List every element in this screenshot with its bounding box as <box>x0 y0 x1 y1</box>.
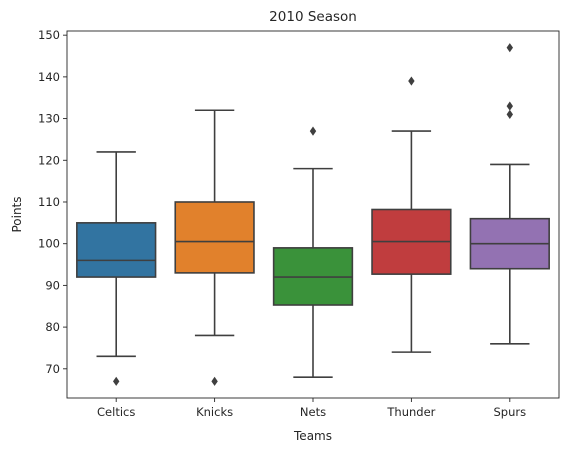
box-series-group <box>76 43 550 386</box>
y-tick-label: 140 <box>38 70 60 84</box>
outlier-point <box>211 376 218 386</box>
box-celtics <box>76 151 157 386</box>
chart-title: 2010 Season <box>269 9 357 25</box>
x-tick-label: Thunder <box>386 405 435 419</box>
y-tick-label: 110 <box>38 195 60 209</box>
outlier-point <box>506 109 513 120</box>
iqr-box <box>174 201 255 274</box>
x-axis: Celtics Knicks Nets Thunder Spurs <box>97 398 526 419</box>
x-tick-label: Celtics <box>97 405 135 419</box>
x-tick-label: Nets <box>300 405 326 419</box>
outlier-point <box>408 76 415 86</box>
y-tick-label: 150 <box>38 28 60 42</box>
plot-frame <box>66 30 560 399</box>
box-thunder <box>371 76 452 353</box>
box-spurs <box>469 43 550 345</box>
y-tick-label: 90 <box>45 278 60 292</box>
box-nets <box>272 126 354 378</box>
y-axis: 70 80 90 100 110 120 130 140 150 <box>38 28 67 376</box>
outlier-point <box>506 101 513 111</box>
y-tick-label: 100 <box>38 237 60 251</box>
outlier-point <box>309 126 317 136</box>
y-axis-label: Points <box>10 196 24 232</box>
x-tick-label: Knicks <box>196 405 233 419</box>
iqr-box <box>76 222 157 278</box>
box-knicks <box>174 109 255 386</box>
y-tick-label: 70 <box>45 362 60 376</box>
x-axis-label: Teams <box>293 429 332 443</box>
outlier-point <box>113 376 120 386</box>
x-tick-label: Spurs <box>493 405 526 419</box>
outlier-point <box>506 43 513 53</box>
y-tick-label: 80 <box>45 320 60 334</box>
y-tick-label: 130 <box>38 112 60 126</box>
y-tick-label: 120 <box>38 153 60 167</box>
